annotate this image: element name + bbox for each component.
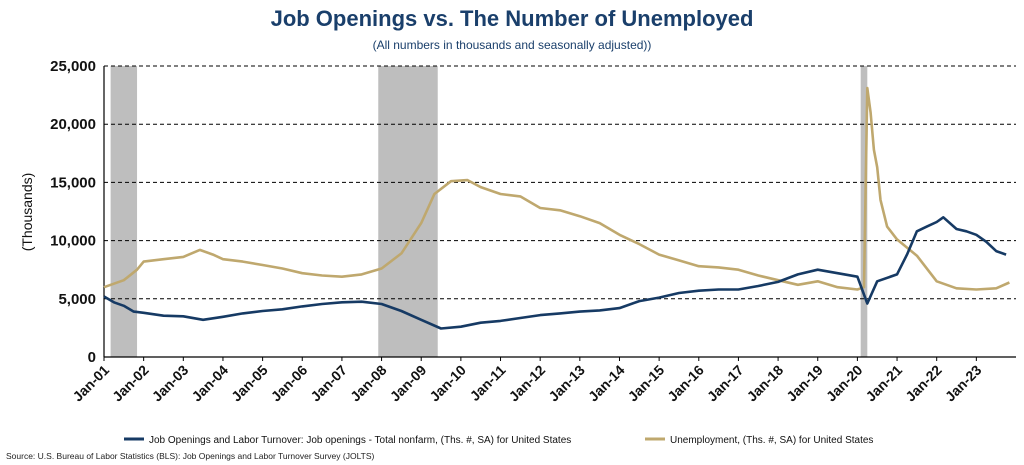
x-tick-label: Jan-02 (109, 362, 152, 405)
chart-title: Job Openings vs. The Number of Unemploye… (270, 6, 754, 31)
legend-label-openings: Job Openings and Labor Turnover: Job ope… (149, 435, 571, 446)
x-tick-label: Jan-09 (387, 362, 430, 405)
x-tick-label: Jan-01 (69, 362, 112, 405)
series-line-job-openings (103, 216, 1007, 330)
x-tick-label: Jan-19 (783, 362, 826, 405)
x-tick-label: Jan-21 (862, 362, 905, 405)
x-tick-label: Jan-17 (704, 362, 747, 405)
y-tick-label: 20,000 (50, 116, 96, 133)
x-tick-label: Jan-05 (228, 362, 271, 405)
y-tick-label: 5,000 (58, 291, 96, 308)
recession-bands (110, 66, 868, 357)
series-lines (103, 86, 1010, 330)
x-tick-label: Jan-14 (585, 362, 628, 405)
y-tick-label: 25,000 (50, 58, 96, 75)
legend: Job Openings and Labor Turnover: Job ope… (124, 435, 873, 446)
x-tick-label: Jan-22 (902, 362, 945, 405)
y-axis-label: (Thousands) (19, 173, 35, 252)
series-line-unemployment (103, 86, 1010, 291)
source-note: Source: U.S. Bureau of Labor Statistics … (6, 451, 375, 461)
x-tick-label: Jan-20 (823, 362, 866, 405)
chart-subtitle: (All numbers in thousands and seasonally… (372, 38, 652, 52)
x-tick-label: Jan-04 (188, 362, 231, 405)
x-tick-label: Jan-08 (347, 362, 390, 405)
x-tick-label: Jan-07 (307, 362, 350, 405)
y-tick-label: 15,000 (50, 174, 96, 191)
x-tick-label: Jan-03 (149, 362, 192, 405)
x-tick-label: Jan-16 (664, 362, 707, 405)
x-tick-label: Jan-10 (426, 362, 469, 405)
x-tick-label: Jan-06 (268, 362, 311, 405)
legend-label-unemployment: Unemployment, (Ths. #, SA) for United St… (670, 435, 873, 446)
x-tick-label: Jan-12 (506, 362, 549, 405)
x-tick-label: Jan-15 (625, 362, 668, 405)
x-tick-label: Jan-11 (467, 362, 509, 404)
x-tick-label: Jan-23 (942, 362, 985, 405)
x-tick-label: Jan-18 (744, 362, 787, 405)
x-tick-label: Jan-13 (545, 362, 588, 405)
y-tick-label: 0 (88, 349, 96, 366)
recession-band-1 (110, 66, 138, 357)
y-tick-label: 10,000 (50, 233, 96, 250)
